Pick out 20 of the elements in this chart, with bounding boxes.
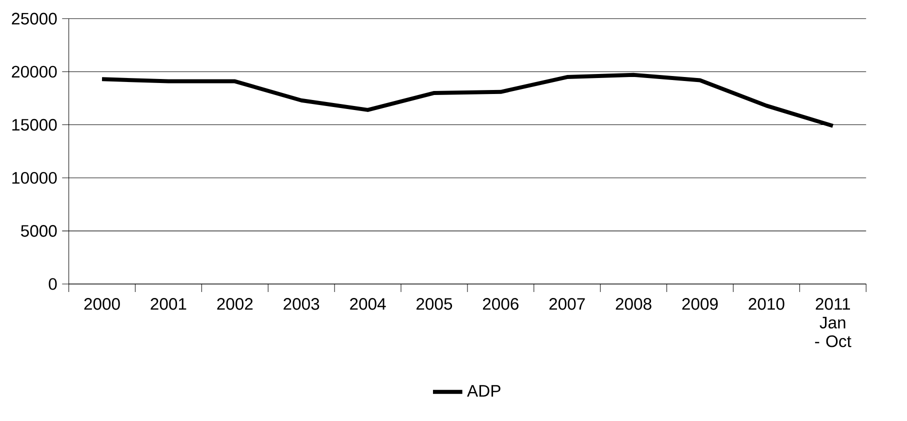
- y-tick-label: 0: [48, 278, 57, 290]
- x-tick-label: 2007: [549, 298, 585, 310]
- x-tick-label: 2010: [748, 298, 784, 310]
- x-tick-label: 2000: [84, 298, 120, 310]
- x-tick-label: 2002: [217, 298, 253, 310]
- y-tick-label: 10000: [12, 172, 57, 184]
- x-tick-label: 2009: [682, 298, 718, 310]
- y-tick-label: 15000: [12, 118, 57, 131]
- x-tick-label: 2011 Jan - Oct: [815, 298, 852, 348]
- x-tick-label: 2001: [150, 298, 186, 310]
- x-tick-label: 2004: [350, 298, 386, 310]
- y-tick-label: 5000: [21, 225, 57, 237]
- x-tick-label: 2006: [482, 298, 518, 310]
- y-tick-label: 20000: [12, 66, 57, 78]
- line-series: [100, 72, 835, 128]
- x-tick-label: 2008: [616, 298, 652, 310]
- x-tick-label: 2005: [416, 298, 452, 310]
- y-tick-label: 25000: [12, 12, 57, 25]
- legend-label: ADP: [467, 385, 500, 397]
- x-tick-label: 2003: [284, 298, 320, 310]
